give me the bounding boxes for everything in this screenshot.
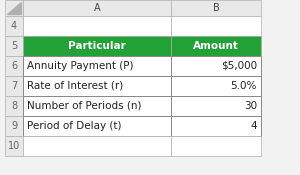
Text: 6: 6 [11, 61, 17, 71]
Bar [5, 0, 23, 16]
Bar [5, 136, 23, 156]
Bar [171, 96, 261, 116]
Bar [5, 56, 23, 76]
Bar [5, 76, 23, 96]
Bar [5, 36, 23, 56]
Text: 8: 8 [11, 101, 17, 111]
Text: 5: 5 [11, 41, 17, 51]
Text: Amount: Amount [193, 41, 239, 51]
Text: 5.0%: 5.0% [231, 81, 257, 91]
Text: $5,000: $5,000 [221, 61, 257, 71]
Bar [23, 76, 171, 96]
Bar [5, 116, 23, 136]
Bar [23, 16, 171, 36]
Bar [171, 0, 261, 16]
Bar [23, 96, 171, 116]
Polygon shape [7, 2, 21, 14]
Bar [23, 56, 171, 76]
Bar [171, 76, 261, 96]
Text: 4: 4 [11, 21, 17, 31]
Text: 9: 9 [11, 121, 17, 131]
Text: B: B [213, 3, 219, 13]
Bar [23, 116, 171, 136]
Bar [23, 0, 171, 16]
Text: A: A [94, 3, 100, 13]
Bar [171, 36, 261, 56]
Text: Rate of Interest (r): Rate of Interest (r) [27, 81, 123, 91]
Text: Annuity Payment (P): Annuity Payment (P) [27, 61, 134, 71]
Bar [171, 16, 261, 36]
Text: Particular: Particular [68, 41, 126, 51]
Text: 10: 10 [8, 141, 20, 151]
Text: 30: 30 [244, 101, 257, 111]
Text: 4: 4 [250, 121, 257, 131]
Bar [23, 136, 171, 156]
Bar [171, 116, 261, 136]
Text: Period of Delay (t): Period of Delay (t) [27, 121, 122, 131]
Text: 7: 7 [11, 81, 17, 91]
Bar [5, 16, 23, 36]
Bar [23, 36, 171, 56]
Bar [5, 96, 23, 116]
Text: Number of Periods (n): Number of Periods (n) [27, 101, 142, 111]
Bar [171, 56, 261, 76]
Bar [171, 136, 261, 156]
